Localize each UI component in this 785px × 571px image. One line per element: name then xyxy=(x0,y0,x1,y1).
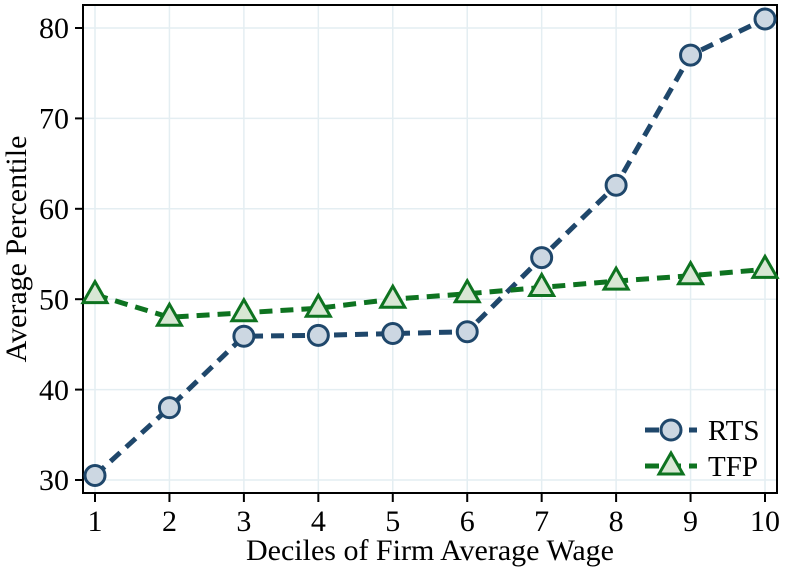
y-tick-label: 60 xyxy=(39,193,69,226)
x-tick-label: 2 xyxy=(162,505,177,538)
series-rts xyxy=(83,7,777,487)
legend-label: TFP xyxy=(708,451,758,483)
marker-circle-rts xyxy=(306,323,330,347)
legend-label: RTS xyxy=(708,415,759,447)
marker-circle-rts xyxy=(604,173,628,197)
series-tfp xyxy=(80,253,780,327)
y-tick-label: 70 xyxy=(39,103,69,136)
legend-item-tfp: TFP xyxy=(645,449,758,483)
y-tick-label: 50 xyxy=(39,283,69,316)
legend-item-rts: RTS xyxy=(645,415,759,447)
marker-triangle-tfp xyxy=(80,278,110,305)
plot-frame xyxy=(82,4,778,494)
marker-triangle-tfp xyxy=(527,271,557,297)
marker-circle-rts xyxy=(232,324,256,348)
marker-circle-rts xyxy=(753,7,777,31)
marker-triangle-tfp xyxy=(656,449,686,476)
x-tick-label: 9 xyxy=(683,505,698,538)
y-tick-label: 30 xyxy=(39,464,69,497)
marker-circle-rts xyxy=(455,320,479,344)
marker-circle-rts xyxy=(679,43,703,67)
x-tick-label: 7 xyxy=(534,505,549,538)
axis-ticks: 30 40 50 60 70 80 1 2 3 4 5 6 7 8 9 10 xyxy=(39,12,780,538)
marker-triangle-tfp xyxy=(378,283,408,309)
marker-triangle-tfp xyxy=(303,292,333,318)
y-axis-title: Average Percentile xyxy=(0,136,33,363)
x-tick-label: 8 xyxy=(609,505,624,538)
marker-triangle-tfp xyxy=(154,301,185,327)
marker-triangle-tfp xyxy=(452,277,482,304)
y-tick-label: 40 xyxy=(39,374,69,407)
y-tick-label: 80 xyxy=(39,12,69,45)
gridlines xyxy=(83,5,777,493)
marker-circle-rts xyxy=(157,396,181,420)
marker-circle-rts xyxy=(659,418,683,442)
marker-triangle-tfp xyxy=(229,296,259,323)
marker-triangle-tfp xyxy=(675,259,706,286)
x-tick-label: 6 xyxy=(460,505,475,538)
x-tick-label: 10 xyxy=(750,505,780,538)
series-line-tfp xyxy=(94,266,766,320)
data-series xyxy=(80,7,780,487)
x-tick-label: 5 xyxy=(385,505,400,538)
x-tick-label: 3 xyxy=(236,505,251,538)
x-tick-label: 1 xyxy=(88,505,103,538)
marker-triangle-tfp xyxy=(601,265,631,291)
series-line-rts xyxy=(93,16,767,478)
marker-circle-rts xyxy=(530,246,554,270)
x-axis-title: Deciles of Firm Average Wage xyxy=(246,534,614,567)
x-tick-label: 4 xyxy=(311,505,326,538)
marker-circle-rts xyxy=(381,322,405,346)
marker-triangle-tfp xyxy=(750,253,780,279)
legend: RTS TFP xyxy=(645,415,759,483)
marker-circle-rts xyxy=(83,463,107,487)
